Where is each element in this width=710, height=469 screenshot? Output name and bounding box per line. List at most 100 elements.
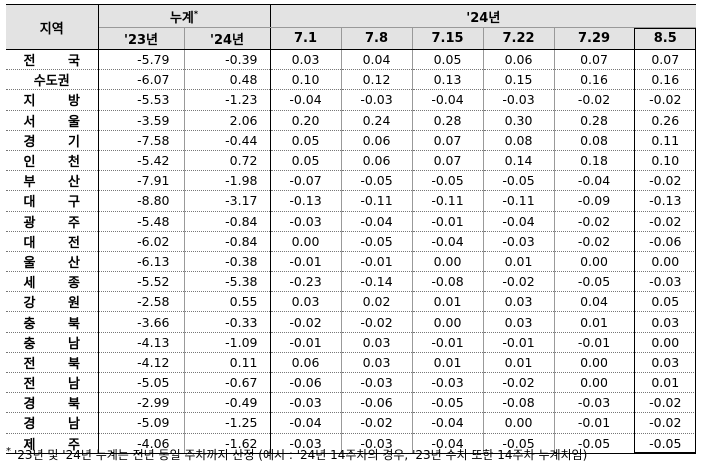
weekly-value: 0.26 xyxy=(634,110,697,131)
table-row: 제 주 -4.06 -1.62 -0.03 -0.03 -0.04 -0.05 -0.05 -0… xyxy=(6,433,697,454)
weekly-value: 0.00 xyxy=(634,251,697,273)
weekly-value: -0.04 xyxy=(483,211,555,232)
weekly-value: 0.00 xyxy=(270,231,342,252)
weekly-value: -0.11 xyxy=(483,190,555,212)
cumulative-value: -5.38 xyxy=(184,271,271,293)
cumulative-value: -6.07 xyxy=(98,69,185,91)
region-cell: 부 산 xyxy=(6,170,99,192)
table-row: 충 북 -3.66 -0.33 -0.02 -0.02 0.00 0.03 0.01 0.03 xyxy=(6,311,697,333)
weekly-value: 0.03 xyxy=(341,332,413,353)
cumulative-value: -7.91 xyxy=(98,170,185,192)
weekly-value: -0.03 xyxy=(412,372,484,394)
weekly-value: -0.02 xyxy=(554,211,635,232)
region-name: 인 천 xyxy=(23,155,94,171)
weekly-value: -0.01 xyxy=(412,332,484,353)
cumulative-value: -5.52 xyxy=(98,271,185,293)
weekly-value: -0.03 xyxy=(270,433,342,454)
table-row: 전 국 -5.79 -0.39 0.03 0.04 0.05 0.06 0.07 0.07 xyxy=(6,49,697,71)
weekly-value: 0.01 xyxy=(483,352,555,374)
price-change-table: 지역 누계* '24년 '23년 '24년 7.1 7.8 7.15 7.22 … xyxy=(6,4,697,454)
weekly-value: -0.05 xyxy=(554,433,635,454)
region-name: 수도권 xyxy=(33,74,70,90)
weekly-value: 0.06 xyxy=(341,130,413,151)
weekly-value: -0.02 xyxy=(554,89,635,111)
weekly-value: -0.04 xyxy=(270,412,342,434)
weekly-value: 0.00 xyxy=(634,332,697,353)
cumulative-value: -1.23 xyxy=(184,89,271,111)
cumulative-header: 누계* xyxy=(98,4,271,28)
weekly-value: -0.04 xyxy=(412,412,484,434)
weekly-value: -0.03 xyxy=(634,271,697,293)
weekly-value: 0.05 xyxy=(634,291,697,313)
region-name: 대 구 xyxy=(23,195,94,211)
region-name: 전 남 xyxy=(23,377,94,393)
weekly-value: -0.02 xyxy=(270,311,342,333)
cumulative-value: -0.33 xyxy=(184,311,271,333)
region-cell: 대 전 xyxy=(6,231,99,252)
cumulative-value: -0.84 xyxy=(184,231,271,252)
weekly-value: -0.13 xyxy=(270,190,342,212)
cumulative-value: -1.62 xyxy=(184,433,271,454)
cumulative-value: -5.09 xyxy=(98,412,185,434)
weekly-value: -0.04 xyxy=(412,231,484,252)
table-row: 전 남 -5.05 -0.67 -0.06 -0.03 -0.03 -0.02 0.00 0.0… xyxy=(6,372,697,394)
weekly-value: 0.03 xyxy=(634,352,697,374)
region-name: 대 전 xyxy=(23,235,94,251)
region-cell: 지 방 xyxy=(6,89,99,111)
table-row: 인 천 -5.42 0.72 0.05 0.06 0.07 0.14 0.18 0.10 xyxy=(6,150,697,172)
region-name: 경 기 xyxy=(23,134,94,150)
weekly-value: -0.05 xyxy=(412,170,484,192)
table-row: 대 구 -8.80 -3.17 -0.13 -0.11 -0.11 -0.11 -0.09 -0… xyxy=(6,190,697,212)
weekly-value: -0.14 xyxy=(341,271,413,293)
year-group-header: '24년 xyxy=(270,4,697,28)
weekly-value: 0.13 xyxy=(412,69,484,91)
weekly-value: -0.06 xyxy=(341,392,413,414)
region-cell: 세 종 xyxy=(6,271,99,293)
region-name: 세 종 xyxy=(23,276,94,292)
cumulative-value: -6.02 xyxy=(98,231,185,252)
weekly-value: -0.03 xyxy=(341,372,413,394)
table-row: 서 울 -3.59 2.06 0.20 0.24 0.28 0.30 0.28 0.26 xyxy=(6,110,697,131)
weekly-value: -0.01 xyxy=(554,332,635,353)
cumulative-value: -0.67 xyxy=(184,372,271,394)
region-cell: 전 북 xyxy=(6,352,99,374)
weekly-value: -0.08 xyxy=(483,392,555,414)
weekly-value: 0.10 xyxy=(270,69,342,91)
cumulative-value: -0.44 xyxy=(184,130,271,151)
weekly-value: -0.11 xyxy=(412,190,484,212)
region-cell: 인 천 xyxy=(6,150,99,172)
region-header: 지역 xyxy=(6,4,99,50)
region-cell: 울 산 xyxy=(6,251,99,273)
weekly-value: -0.04 xyxy=(270,89,342,111)
weekly-value: 0.24 xyxy=(341,110,413,131)
table-row: 울 산 -6.13 -0.38 -0.01 -0.01 0.00 0.01 0.00 0.00 xyxy=(6,251,697,273)
region-cell: 광 주 xyxy=(6,211,99,232)
footnote: * '23년 및 '24년 누계는 전년 동일 주차까지 산정 (예시 : '24… xyxy=(6,446,587,463)
col-header-week: 7.15 xyxy=(412,27,484,50)
region-name: 충 남 xyxy=(23,336,94,352)
weekly-value: -0.23 xyxy=(270,271,342,293)
cumulative-value: 0.11 xyxy=(184,352,271,374)
weekly-value: 0.08 xyxy=(554,130,635,151)
region-name: 충 북 xyxy=(23,316,94,332)
weekly-value: -0.01 xyxy=(483,332,555,353)
weekly-value: 0.03 xyxy=(483,291,555,313)
weekly-value: -0.11 xyxy=(341,190,413,212)
weekly-value: 0.00 xyxy=(554,251,635,273)
weekly-value: 0.18 xyxy=(554,150,635,172)
weekly-value: 0.14 xyxy=(483,150,555,172)
col-header-week-latest: 8.5 xyxy=(634,27,697,50)
weekly-value: 0.07 xyxy=(412,150,484,172)
weekly-value: -0.01 xyxy=(412,211,484,232)
weekly-value: -0.02 xyxy=(634,211,697,232)
weekly-value: 0.08 xyxy=(483,130,555,151)
footnote-text: '23년 및 '24년 누계는 전년 동일 주차까지 산정 (예시 : '24년… xyxy=(14,448,588,462)
weekly-value: 0.03 xyxy=(483,311,555,333)
weekly-value: -0.05 xyxy=(341,231,413,252)
region-cell: 충 남 xyxy=(6,332,99,353)
cumulative-value: 0.55 xyxy=(184,291,271,313)
table-row: 경 남 -5.09 -1.25 -0.04 -0.02 -0.04 0.00 -0.01 -0.… xyxy=(6,412,697,434)
cumulative-value: -2.58 xyxy=(98,291,185,313)
table-row: 수도권 -6.07 0.48 0.10 0.12 0.13 0.15 0.16 0.16 xyxy=(6,69,697,91)
